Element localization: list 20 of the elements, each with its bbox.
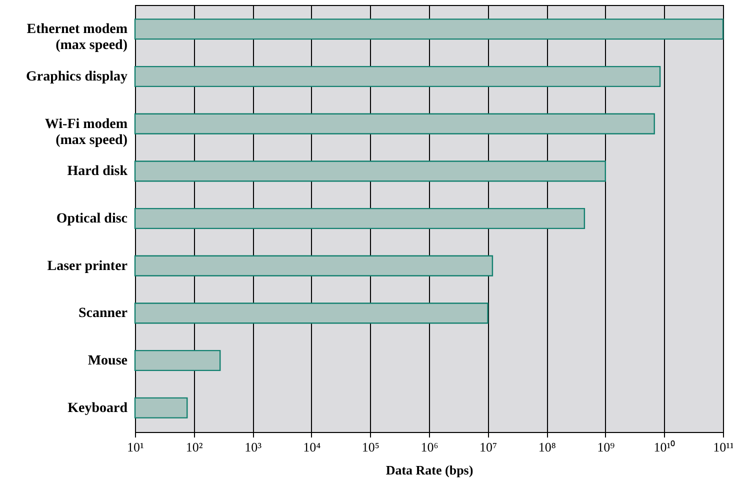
x-tick-label: 10⁷ <box>480 440 498 454</box>
x-tick-label: 10⁵ <box>362 440 380 454</box>
y-tick-label: Laser printer <box>47 258 128 274</box>
y-tick-label: Ethernet modem (max speed) <box>26 22 128 54</box>
y-tick-label: Optical disc <box>56 212 128 226</box>
x-tick-label: 10⁹ <box>597 440 616 454</box>
y-tick-label: Graphics display <box>26 69 128 84</box>
y-tick-label: Scanner <box>78 306 128 322</box>
x-tick-label: 10⁸ <box>538 440 556 454</box>
x-tick-label: 10³ <box>244 440 262 454</box>
y-tick-label: Mouse <box>88 354 128 369</box>
x-tick-label: 10² <box>186 440 203 454</box>
x-tick-label: 10¹ <box>127 440 144 454</box>
y-tick-label: Keyboard <box>68 400 128 416</box>
x-axis-title: Data Rate (bps) <box>386 462 474 478</box>
y-tick-label: Wi-Fi modem (max speed) <box>44 116 128 148</box>
x-tick-label: 10⁴ <box>303 440 322 454</box>
y-tick-label: Hard disk <box>67 164 128 180</box>
x-tick-label: 10¹⁰ <box>654 440 676 454</box>
x-tick-label: 10⁶ <box>420 440 438 454</box>
